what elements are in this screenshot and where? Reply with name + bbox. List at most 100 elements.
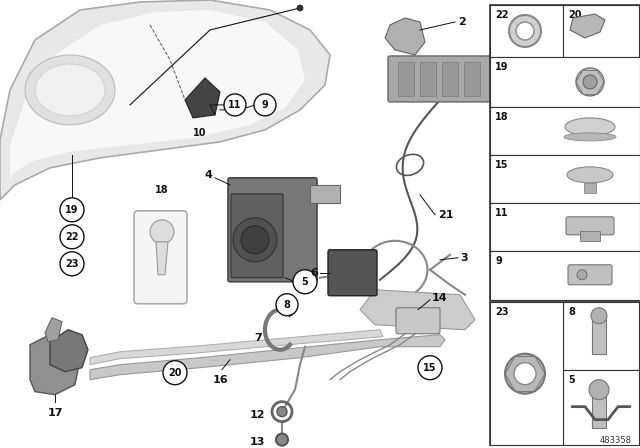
Circle shape bbox=[514, 363, 536, 385]
Circle shape bbox=[276, 294, 298, 316]
Text: 18: 18 bbox=[155, 185, 169, 195]
Text: 10: 10 bbox=[193, 128, 207, 138]
FancyBboxPatch shape bbox=[228, 178, 317, 282]
Polygon shape bbox=[45, 318, 62, 342]
Bar bbox=[464, 62, 480, 96]
Text: 18: 18 bbox=[495, 112, 509, 122]
Circle shape bbox=[163, 361, 187, 385]
Text: 13: 13 bbox=[250, 437, 265, 447]
Circle shape bbox=[577, 270, 587, 280]
Circle shape bbox=[150, 220, 174, 244]
Text: 8: 8 bbox=[568, 307, 575, 317]
Text: 2: 2 bbox=[458, 17, 466, 27]
Bar bbox=[420, 62, 436, 96]
Bar bbox=[592, 390, 606, 428]
Text: 15: 15 bbox=[423, 363, 436, 373]
Circle shape bbox=[516, 22, 534, 40]
Text: 22: 22 bbox=[495, 10, 509, 20]
Text: 11: 11 bbox=[228, 100, 242, 110]
Text: 7: 7 bbox=[254, 333, 262, 343]
Bar bbox=[490, 302, 640, 444]
Bar bbox=[442, 62, 458, 96]
Polygon shape bbox=[185, 78, 220, 118]
Circle shape bbox=[591, 308, 607, 324]
Circle shape bbox=[254, 94, 276, 116]
Text: 4: 4 bbox=[204, 170, 212, 180]
Text: 23: 23 bbox=[65, 259, 79, 269]
Polygon shape bbox=[360, 290, 475, 330]
Bar bbox=[580, 231, 600, 241]
Circle shape bbox=[224, 94, 246, 116]
Circle shape bbox=[276, 434, 288, 446]
Text: 483358: 483358 bbox=[600, 435, 632, 444]
Bar bbox=[584, 183, 596, 193]
Circle shape bbox=[505, 354, 545, 394]
Text: 15: 15 bbox=[495, 160, 509, 170]
Ellipse shape bbox=[35, 64, 105, 116]
Text: 20: 20 bbox=[168, 368, 182, 378]
Text: 19: 19 bbox=[495, 62, 509, 72]
FancyBboxPatch shape bbox=[134, 211, 187, 304]
FancyBboxPatch shape bbox=[388, 56, 497, 102]
Polygon shape bbox=[156, 242, 168, 275]
Bar bbox=[490, 155, 640, 203]
Bar bbox=[310, 185, 340, 203]
FancyBboxPatch shape bbox=[396, 308, 440, 334]
Circle shape bbox=[60, 198, 84, 222]
Polygon shape bbox=[30, 335, 80, 395]
Text: 8: 8 bbox=[284, 300, 291, 310]
Polygon shape bbox=[90, 330, 383, 365]
Text: 5: 5 bbox=[301, 277, 308, 287]
Circle shape bbox=[418, 356, 442, 379]
FancyBboxPatch shape bbox=[328, 250, 377, 296]
Text: 6: 6 bbox=[310, 268, 318, 278]
Ellipse shape bbox=[565, 118, 615, 136]
Polygon shape bbox=[10, 10, 305, 180]
Bar bbox=[563, 5, 639, 57]
Circle shape bbox=[241, 226, 269, 254]
Bar bbox=[563, 302, 639, 370]
Text: 23: 23 bbox=[495, 307, 509, 317]
Circle shape bbox=[583, 75, 597, 89]
FancyBboxPatch shape bbox=[568, 265, 612, 285]
Polygon shape bbox=[385, 18, 425, 55]
Text: 14: 14 bbox=[432, 293, 447, 303]
Bar bbox=[490, 5, 563, 57]
Circle shape bbox=[60, 225, 84, 249]
Bar bbox=[563, 370, 639, 444]
Bar bbox=[490, 5, 640, 300]
Ellipse shape bbox=[564, 133, 616, 141]
Text: 16: 16 bbox=[212, 375, 228, 385]
Circle shape bbox=[277, 407, 287, 417]
FancyBboxPatch shape bbox=[566, 217, 614, 235]
Text: 9: 9 bbox=[495, 256, 502, 266]
Text: 9: 9 bbox=[262, 100, 268, 110]
Ellipse shape bbox=[567, 167, 613, 183]
Text: 11: 11 bbox=[495, 208, 509, 218]
Polygon shape bbox=[90, 335, 445, 379]
Circle shape bbox=[233, 218, 277, 262]
Circle shape bbox=[297, 5, 303, 11]
Polygon shape bbox=[0, 0, 330, 200]
Text: 21: 21 bbox=[438, 210, 454, 220]
Bar bbox=[398, 62, 414, 96]
Bar bbox=[490, 302, 563, 444]
Text: 19: 19 bbox=[65, 205, 79, 215]
Text: 12: 12 bbox=[250, 409, 265, 420]
Text: 22: 22 bbox=[65, 232, 79, 242]
Bar bbox=[490, 57, 640, 107]
Text: 3: 3 bbox=[460, 253, 468, 263]
Bar bbox=[490, 107, 640, 155]
Circle shape bbox=[293, 270, 317, 294]
Text: 1: 1 bbox=[513, 74, 521, 84]
Text: 17: 17 bbox=[47, 408, 63, 418]
Bar bbox=[490, 251, 640, 300]
Text: 20: 20 bbox=[568, 10, 582, 20]
Circle shape bbox=[589, 379, 609, 400]
Bar bbox=[490, 203, 640, 251]
FancyBboxPatch shape bbox=[231, 194, 283, 278]
Text: 5: 5 bbox=[568, 375, 575, 385]
Circle shape bbox=[576, 68, 604, 96]
Polygon shape bbox=[570, 14, 605, 38]
Circle shape bbox=[60, 252, 84, 276]
